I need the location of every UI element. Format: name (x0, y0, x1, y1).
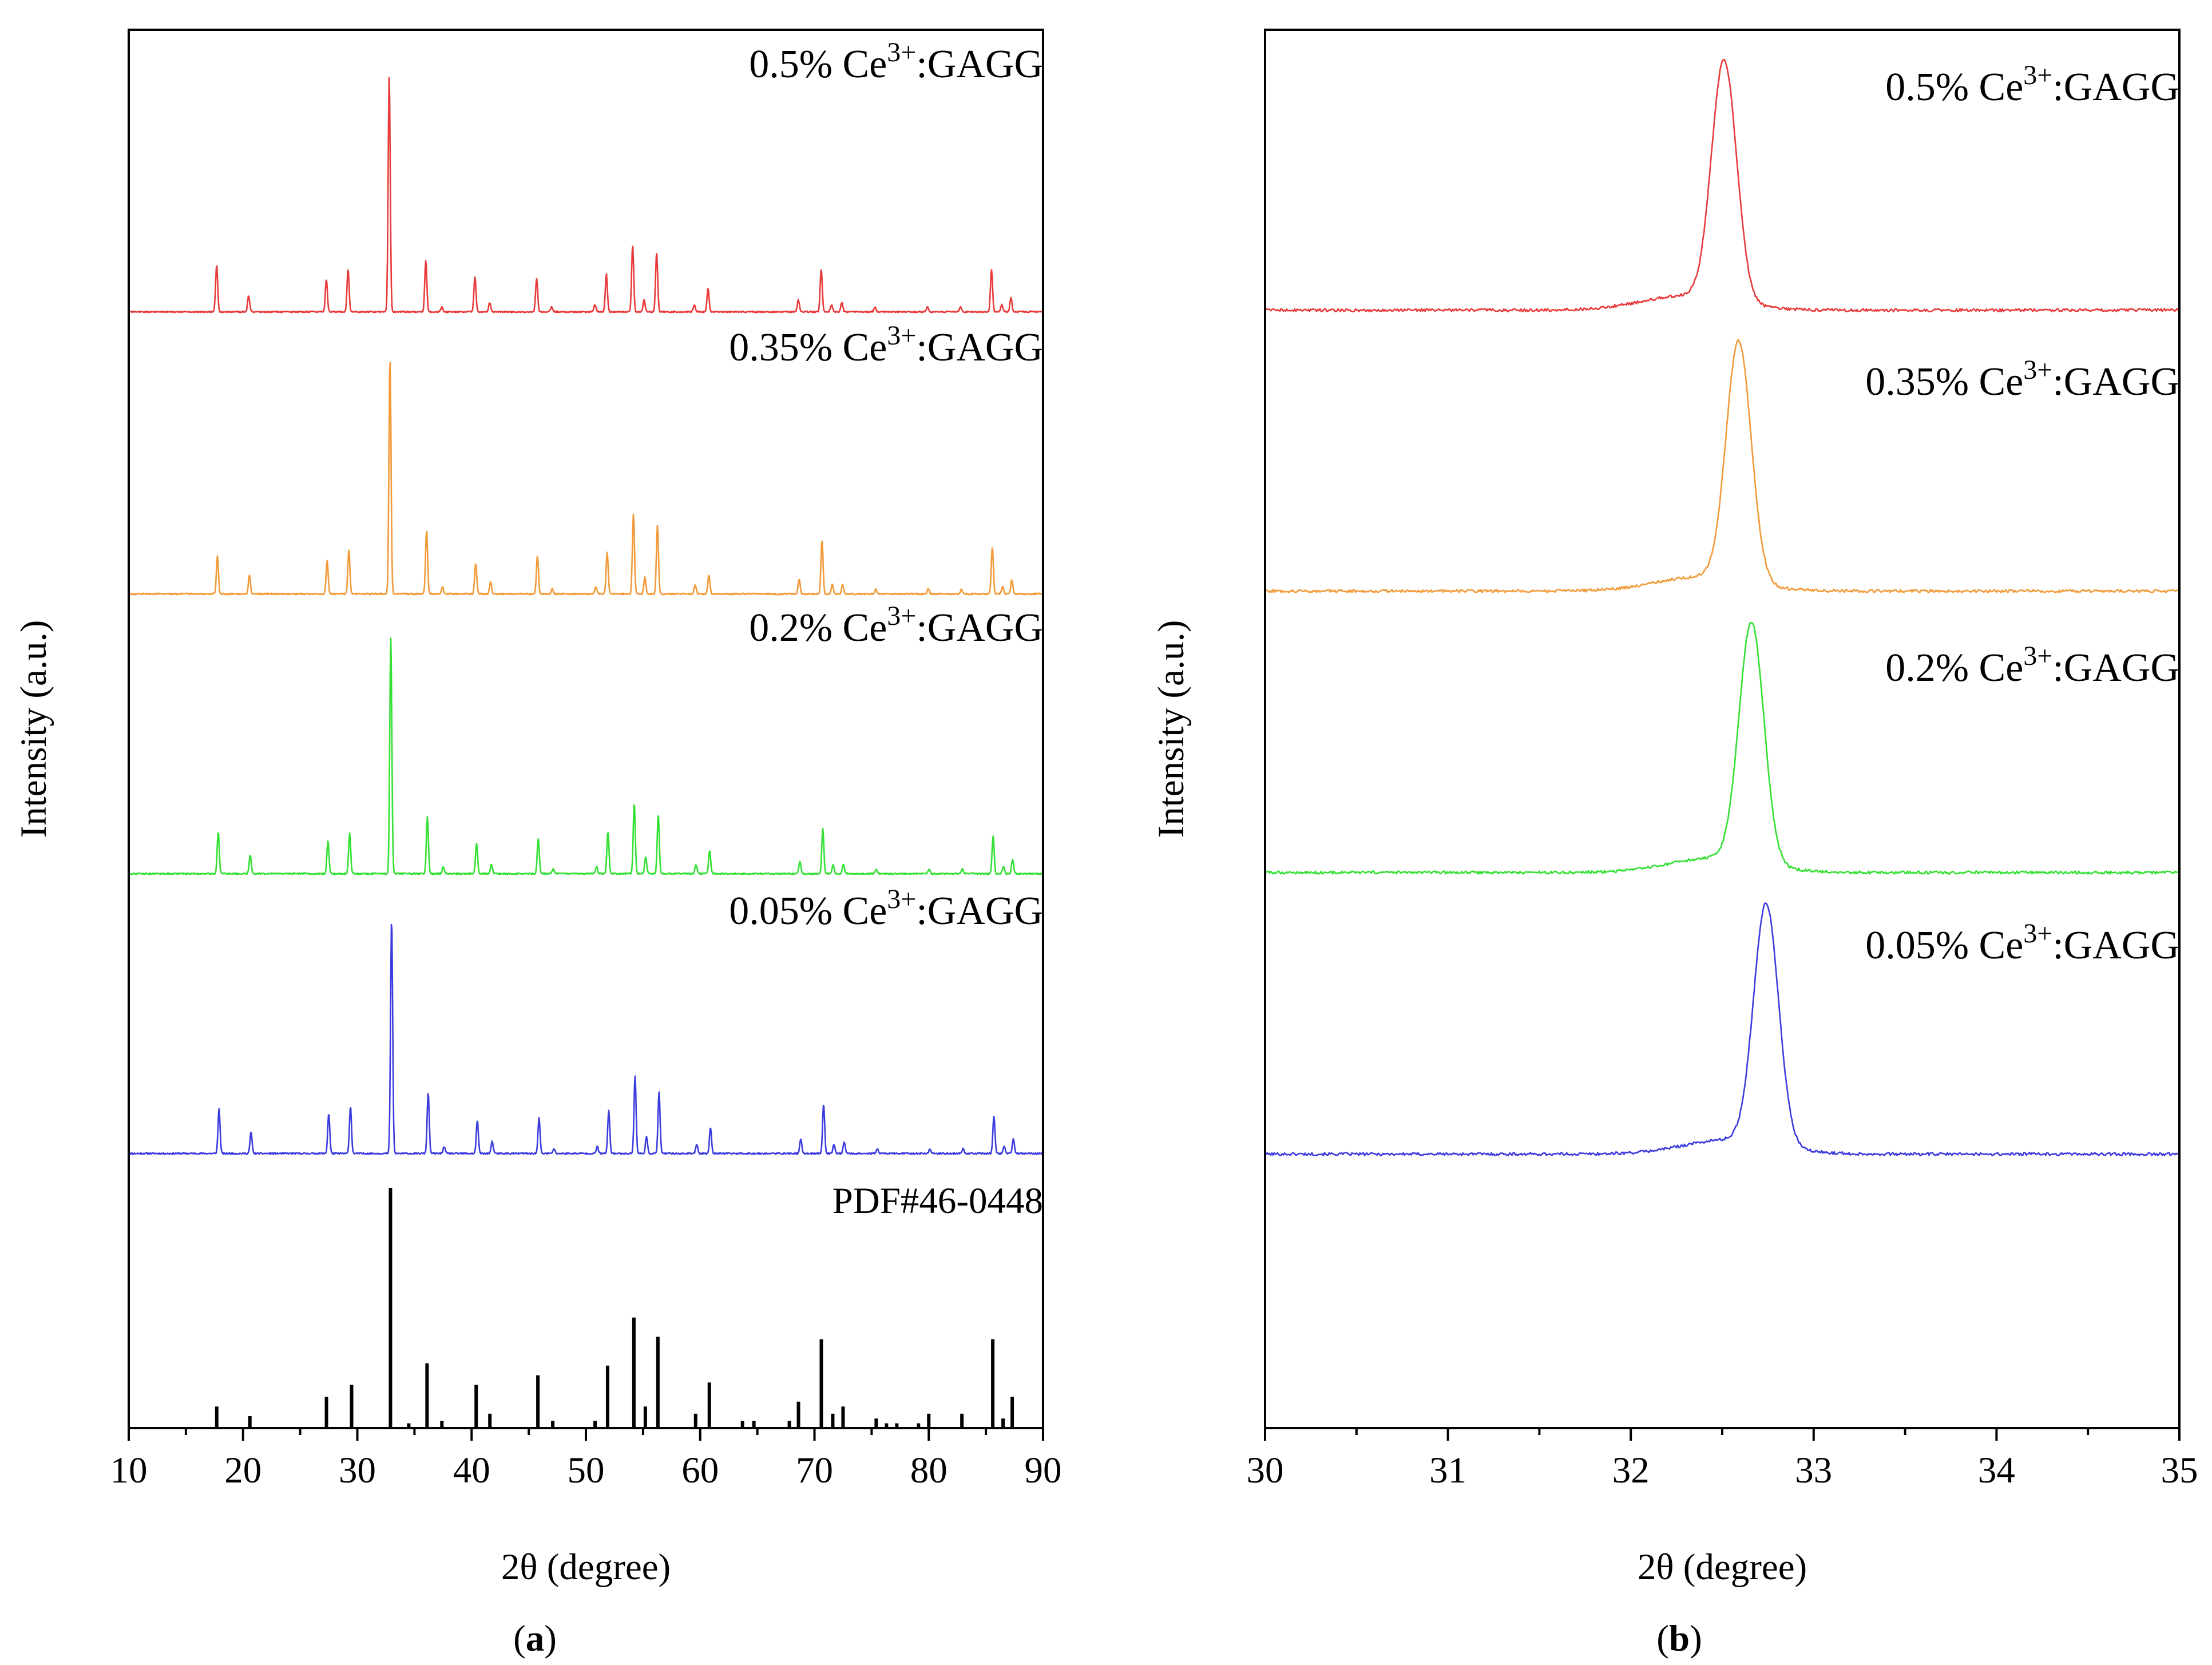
x-tick-label: 10 (110, 1450, 148, 1491)
panel-b-frame (1264, 29, 2181, 1429)
series-label-text: 0.5% Ce (1885, 65, 2023, 109)
series-label-superscript: 3+ (2023, 355, 2052, 385)
panel-b-caption: (b) (1656, 1618, 1702, 1659)
series-label-a-2: 0.2% Ce3+:GAGG (749, 601, 1043, 650)
xrd-trace-3 (128, 362, 1044, 596)
series-label-text: 0.2% Ce (749, 606, 887, 650)
series-label-superscript: 3+ (2023, 918, 2052, 949)
series-label-superscript: 3+ (2023, 641, 2052, 671)
series-label-superscript: 3+ (887, 601, 916, 631)
x-tick-label: 20 (224, 1450, 261, 1491)
series-label-text: :GAGG (916, 326, 1043, 370)
reference-label: PDF#46-0448 (833, 1180, 1043, 1222)
x-tick-label: 35 (2161, 1450, 2198, 1491)
x-tick-label: 32 (1612, 1450, 1650, 1491)
panel-a-caption: (a) (513, 1618, 557, 1659)
x-tick-label: 70 (796, 1450, 833, 1491)
series-label-superscript: 3+ (2023, 60, 2052, 90)
zoom-trace-2 (1264, 622, 2180, 875)
zoom-trace-3 (1264, 339, 2180, 593)
series-label-text: :GAGG (916, 889, 1043, 933)
x-tick-label: 50 (568, 1450, 605, 1491)
x-tick-label: 34 (1978, 1450, 2015, 1491)
series-label-b-3: 0.35% Ce3+:GAGG (1865, 355, 2179, 404)
series-label-b-2: 0.2% Ce3+:GAGG (1885, 641, 2179, 690)
series-label-superscript: 3+ (887, 884, 916, 914)
series-label-text: 0.2% Ce (1885, 646, 2023, 690)
xrd-trace-2 (128, 637, 1044, 875)
panel-a-traces (128, 77, 1044, 1155)
reference-pattern (215, 1188, 1014, 1428)
x-tick-label: 40 (453, 1450, 490, 1491)
panel-b-ylabel: Intensity (a.u.) (1151, 620, 1192, 838)
panel-a-caption-letter: a (526, 1618, 545, 1659)
panel-b-x-axis-ticks: 30 31 32 33 34 35 (1247, 1428, 2198, 1491)
series-label-text: 0.05% Ce (1865, 923, 2023, 968)
series-label-a-4: 0.5% Ce3+:GAGG (749, 37, 1043, 86)
series-label-b-1: 0.05% Ce3+:GAGG (1865, 918, 2179, 968)
zoom-trace-4 (1264, 59, 2180, 312)
x-tick-label: 30 (339, 1450, 376, 1491)
panel-a-ylabel: Intensity (a.u.) (13, 620, 54, 838)
x-tick-label: 60 (681, 1450, 719, 1491)
xrd-trace-1 (128, 923, 1044, 1155)
series-label-superscript: 3+ (887, 320, 916, 351)
panel-b-xlabel: 2θ (degree) (1638, 1547, 1807, 1588)
panel-b-caption-letter: b (1669, 1618, 1690, 1659)
x-tick-label: 33 (1795, 1450, 1832, 1491)
series-label-superscript: 3+ (887, 37, 916, 68)
panel-a-x-axis-ticks: 10 20 30 40 50 60 70 80 90 (110, 1428, 1062, 1491)
series-label-text: :GAGG (2052, 923, 2179, 968)
x-tick-label: 30 (1247, 1450, 1284, 1491)
series-label-text: 0.35% Ce (1865, 360, 2023, 404)
series-label-text: 0.35% Ce (729, 326, 887, 370)
xrd-trace-4 (128, 77, 1044, 314)
series-label-text: :GAGG (916, 42, 1043, 86)
panel-a-xlabel: 2θ (degree) (501, 1547, 671, 1588)
series-label-b-4: 0.5% Ce3+:GAGG (1885, 60, 2179, 109)
series-label-text: :GAGG (916, 606, 1043, 650)
zoom-trace-1 (1264, 902, 2180, 1156)
series-label-text: :GAGG (2052, 360, 2179, 404)
series-label-a-3: 0.35% Ce3+:GAGG (729, 320, 1043, 370)
series-label-text: 0.05% Ce (729, 889, 887, 933)
panel-b-traces (1264, 59, 2180, 1156)
x-tick-label: 31 (1429, 1450, 1466, 1491)
series-label-text: :GAGG (2052, 65, 2179, 109)
x-tick-label: 80 (910, 1450, 948, 1491)
x-tick-label: 90 (1025, 1450, 1062, 1491)
series-label-text: 0.5% Ce (749, 42, 887, 86)
series-label-a-1: 0.05% Ce3+:GAGG (729, 884, 1043, 933)
series-label-text: :GAGG (2052, 646, 2179, 690)
